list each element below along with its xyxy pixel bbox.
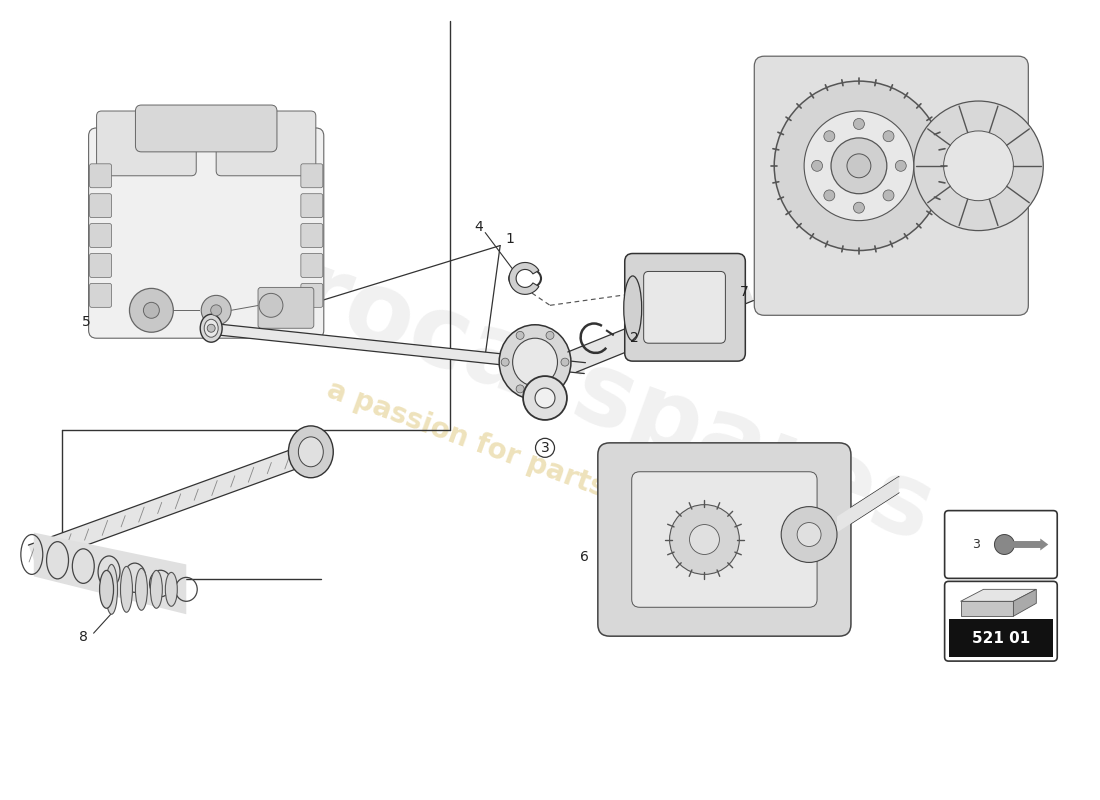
- FancyBboxPatch shape: [89, 164, 111, 188]
- Polygon shape: [960, 602, 1013, 616]
- Circle shape: [516, 331, 524, 339]
- FancyBboxPatch shape: [301, 254, 322, 278]
- Circle shape: [854, 118, 865, 130]
- FancyBboxPatch shape: [97, 111, 196, 176]
- Polygon shape: [1041, 538, 1048, 550]
- FancyBboxPatch shape: [89, 283, 111, 307]
- Circle shape: [804, 111, 914, 221]
- FancyBboxPatch shape: [217, 111, 316, 176]
- Circle shape: [211, 305, 221, 316]
- Circle shape: [824, 190, 835, 201]
- Circle shape: [812, 160, 823, 171]
- Circle shape: [883, 130, 894, 142]
- Text: eurocarspares: eurocarspares: [154, 196, 946, 564]
- Ellipse shape: [200, 314, 222, 342]
- Ellipse shape: [499, 325, 571, 399]
- Ellipse shape: [106, 565, 118, 614]
- Circle shape: [883, 190, 894, 201]
- Text: 3: 3: [972, 538, 980, 551]
- Circle shape: [895, 160, 906, 171]
- Polygon shape: [1013, 590, 1036, 616]
- Ellipse shape: [165, 572, 177, 606]
- FancyBboxPatch shape: [945, 510, 1057, 578]
- Circle shape: [944, 131, 1013, 201]
- FancyBboxPatch shape: [597, 443, 851, 636]
- Bar: [948, 619, 1053, 657]
- Circle shape: [847, 154, 871, 178]
- FancyBboxPatch shape: [631, 472, 817, 607]
- Circle shape: [258, 294, 283, 318]
- FancyBboxPatch shape: [301, 194, 322, 218]
- Text: 521 01: 521 01: [971, 630, 1030, 646]
- Circle shape: [670, 505, 739, 574]
- Text: 4: 4: [474, 220, 483, 234]
- Circle shape: [690, 525, 719, 554]
- Ellipse shape: [205, 319, 218, 338]
- Circle shape: [994, 534, 1014, 554]
- Ellipse shape: [624, 276, 641, 341]
- FancyBboxPatch shape: [755, 56, 1028, 315]
- Bar: [1048, 0, 1100, 350]
- FancyBboxPatch shape: [301, 224, 322, 247]
- Circle shape: [798, 522, 821, 546]
- FancyBboxPatch shape: [89, 254, 111, 278]
- Polygon shape: [960, 590, 1036, 602]
- FancyBboxPatch shape: [945, 582, 1057, 661]
- Ellipse shape: [513, 338, 558, 386]
- Ellipse shape: [298, 437, 323, 466]
- FancyBboxPatch shape: [89, 224, 111, 247]
- Circle shape: [561, 358, 569, 366]
- Polygon shape: [29, 446, 309, 564]
- Circle shape: [524, 376, 567, 420]
- Circle shape: [143, 302, 160, 318]
- Wedge shape: [509, 262, 539, 294]
- Circle shape: [130, 288, 174, 332]
- FancyBboxPatch shape: [625, 254, 746, 361]
- Ellipse shape: [135, 569, 147, 610]
- Ellipse shape: [151, 570, 163, 608]
- Polygon shape: [837, 477, 899, 533]
- Text: a passion for parts since 1982: a passion for parts since 1982: [323, 376, 777, 564]
- Circle shape: [535, 388, 556, 408]
- Polygon shape: [206, 322, 585, 374]
- Circle shape: [914, 101, 1043, 230]
- Text: 2: 2: [630, 331, 639, 346]
- Circle shape: [774, 81, 944, 250]
- Polygon shape: [34, 533, 186, 614]
- FancyBboxPatch shape: [301, 164, 322, 188]
- Text: 1: 1: [506, 231, 515, 246]
- Ellipse shape: [121, 566, 132, 612]
- FancyBboxPatch shape: [135, 105, 277, 152]
- Text: 8: 8: [79, 630, 88, 644]
- Circle shape: [207, 324, 216, 332]
- Circle shape: [830, 138, 887, 194]
- FancyBboxPatch shape: [89, 194, 111, 218]
- Circle shape: [546, 331, 554, 339]
- Circle shape: [781, 506, 837, 562]
- Circle shape: [854, 202, 865, 213]
- Circle shape: [516, 385, 524, 393]
- Polygon shape: [568, 280, 754, 372]
- FancyBboxPatch shape: [301, 283, 322, 307]
- FancyBboxPatch shape: [644, 271, 725, 343]
- FancyBboxPatch shape: [258, 287, 314, 328]
- Circle shape: [502, 358, 509, 366]
- Circle shape: [546, 385, 554, 393]
- Ellipse shape: [100, 570, 113, 608]
- Ellipse shape: [288, 426, 333, 478]
- FancyBboxPatch shape: [89, 128, 323, 338]
- Text: 7: 7: [740, 286, 749, 299]
- Circle shape: [201, 295, 231, 326]
- Text: 5: 5: [82, 315, 91, 330]
- Circle shape: [824, 130, 835, 142]
- Text: 3: 3: [540, 441, 549, 455]
- Text: 6: 6: [581, 550, 590, 565]
